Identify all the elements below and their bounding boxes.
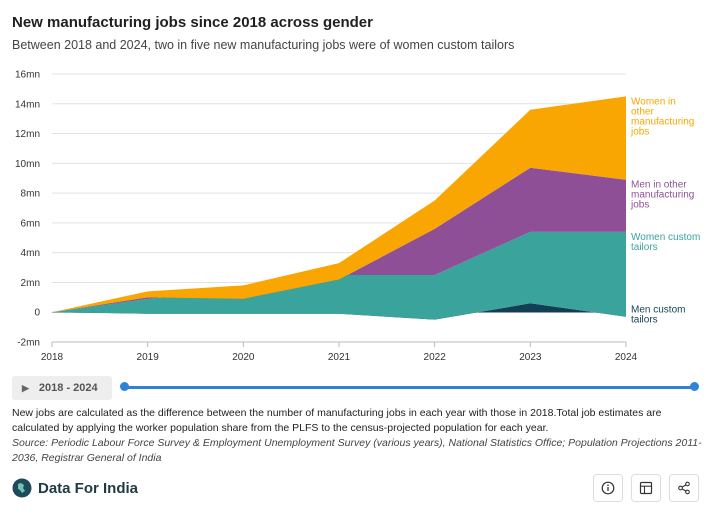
y-tick-label: 0 bbox=[34, 308, 40, 319]
play-icon: ▶ bbox=[22, 382, 29, 393]
y-tick-label: 4mn bbox=[21, 248, 40, 259]
y-tick-label: 14mn bbox=[15, 99, 40, 110]
play-button[interactable]: ▶ 2018 - 2024 bbox=[12, 376, 112, 400]
table-icon bbox=[639, 481, 653, 495]
y-tick-label: 16mn bbox=[15, 70, 40, 81]
share-button[interactable] bbox=[669, 474, 699, 502]
brand-name: Data For India bbox=[38, 479, 139, 497]
y-tick-label: 8mn bbox=[21, 189, 40, 200]
series-label: Women in other manufacturing jobs bbox=[630, 96, 694, 137]
x-tick-label: 2024 bbox=[615, 352, 638, 363]
timeline-slider-track[interactable] bbox=[124, 386, 694, 389]
area-series-4 bbox=[52, 96, 626, 313]
timeline-range-label: 2018 - 2024 bbox=[38, 382, 98, 394]
brand-logo-icon bbox=[12, 478, 32, 498]
source-note: Source: Periodic Labour Force Survey & E… bbox=[12, 437, 702, 464]
y-tick-label: 10mn bbox=[15, 159, 40, 170]
chart-title: New manufacturing jobs since 2018 across… bbox=[12, 14, 373, 31]
slider-handle-start[interactable] bbox=[120, 382, 129, 391]
series-label: Men in other manufacturing jobs bbox=[630, 180, 694, 211]
chart-subtitle: Between 2018 and 2024, two in five new m… bbox=[12, 38, 515, 52]
methodology-note: New jobs are calculated as the differenc… bbox=[12, 407, 662, 434]
series-label: Men custom tailors bbox=[631, 304, 685, 325]
chart-notes: New jobs are calculated as the differenc… bbox=[12, 406, 702, 466]
share-icon bbox=[678, 481, 690, 495]
timeline-control: ▶ 2018 - 2024 bbox=[12, 376, 702, 400]
x-tick-label: 2023 bbox=[519, 352, 542, 363]
y-tick-label: 12mn bbox=[15, 129, 40, 140]
x-tick-label: 2022 bbox=[424, 352, 447, 363]
info-button[interactable] bbox=[593, 474, 623, 502]
y-tick-label: 2mn bbox=[21, 278, 40, 289]
series-label: Women custom tailors bbox=[631, 232, 700, 253]
brand[interactable]: Data For India bbox=[12, 478, 138, 498]
x-tick-label: 2019 bbox=[137, 352, 160, 363]
x-tick-label: 2020 bbox=[232, 352, 255, 363]
area-chart: -2mn 0 2mn 4mn 6mn 8mn 10mn 12mn 14mn 16mn Men cus… bbox=[15, 70, 700, 364]
area-series-3 bbox=[52, 167, 626, 313]
y-tick-label: -2mn bbox=[17, 338, 40, 349]
table-view-button[interactable] bbox=[631, 474, 661, 502]
x-tick-label: 2021 bbox=[328, 352, 351, 363]
info-icon bbox=[601, 481, 615, 495]
area-series-1 bbox=[52, 303, 626, 320]
slider-handle-end[interactable] bbox=[690, 382, 699, 391]
x-tick-label: 2018 bbox=[41, 352, 64, 363]
y-tick-label: 6mn bbox=[21, 218, 40, 229]
